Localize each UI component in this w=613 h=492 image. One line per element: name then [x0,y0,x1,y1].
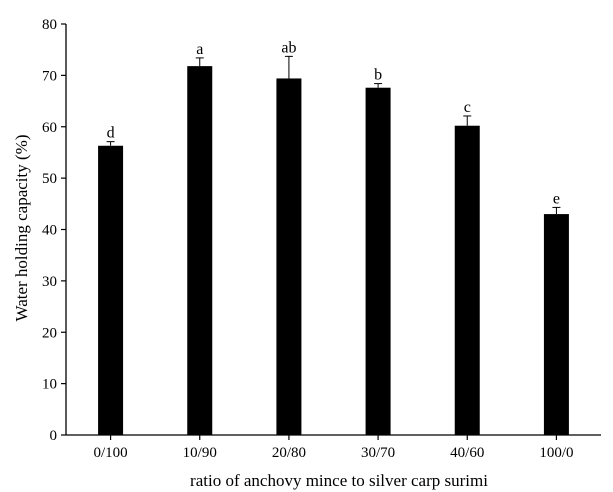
bars [98,66,569,436]
y-tick-label: 50 [42,171,57,187]
bar-100-0 [543,214,569,435]
bar-40-60 [454,125,480,435]
x-ticks: 0/100 10/90 20/80 30/70 40/60 100/0 [93,435,574,461]
y-tick-label: 0 [50,428,58,444]
y-tick-label: 10 [42,377,57,393]
y-tick-label: 20 [42,325,57,341]
y-axis-title: Water holding capacity (%) [12,135,31,322]
significance-label: d [107,125,115,142]
significance-label: c [464,99,471,116]
bar-0-100 [98,145,124,436]
x-tick-label: 20/80 [272,445,306,461]
axes [65,24,601,436]
y-tick-label: 60 [42,120,57,136]
bar-30-70 [365,87,391,435]
significance-label: a [196,41,203,58]
bar-10-90 [187,66,213,435]
y-ticks: 0 10 20 30 40 50 60 70 80 [42,17,66,444]
significance-label: e [553,190,560,207]
significance-labels: d a ab b c e [107,39,560,207]
x-tick-label: 0/100 [93,445,127,461]
x-tick-label: 40/60 [450,445,484,461]
x-tick-label: 100/0 [539,445,573,461]
significance-label: ab [281,39,296,56]
y-tick-label: 30 [42,274,57,290]
y-tick-label: 70 [42,68,57,84]
significance-label: b [374,67,382,84]
x-tick-label: 10/90 [183,445,217,461]
x-axis-title: ratio of anchovy mince to silver carp su… [190,471,488,490]
error-bars [106,55,561,215]
y-tick-label: 40 [42,223,57,239]
y-tick-label: 80 [42,17,57,33]
x-tick-label: 30/70 [361,445,395,461]
bar-20-80 [276,78,302,436]
